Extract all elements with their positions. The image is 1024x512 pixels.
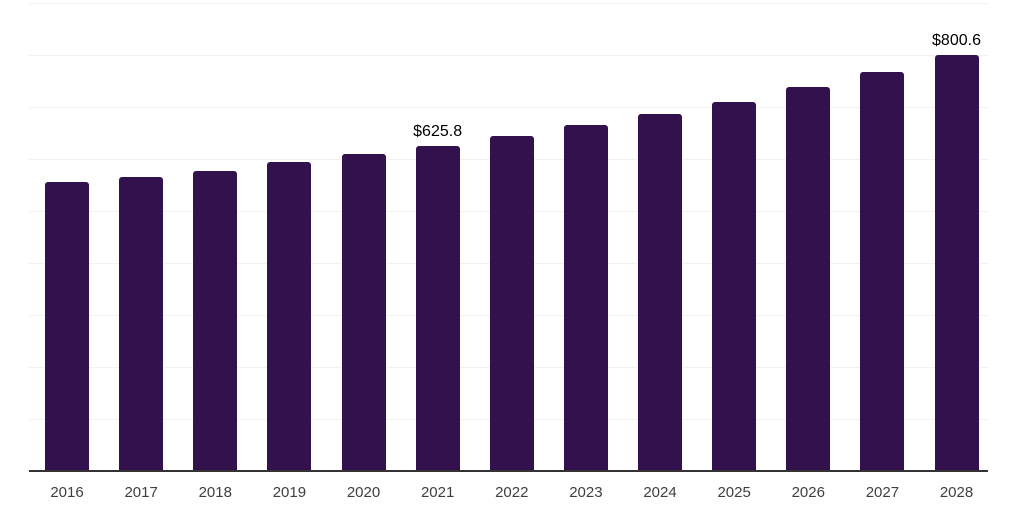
gridline-800 (29, 54, 988, 56)
bar-2028[interactable] (934, 54, 979, 471)
gridline-900 (29, 2, 988, 4)
bar-2017[interactable] (119, 176, 164, 471)
bar-2022[interactable] (489, 136, 534, 471)
x-tick-label-2025: 2025 (717, 484, 751, 501)
value-label-2028: $800.6 (932, 31, 981, 49)
x-tick-label-2016: 2016 (50, 484, 84, 501)
bar-2024[interactable] (638, 113, 682, 471)
x-tick-label-2027: 2027 (865, 484, 900, 501)
gridline-700 (29, 106, 988, 108)
plot-area: $625.8 $800.6 (29, 2, 988, 471)
x-tick-label-2020: 2020 (346, 484, 381, 501)
x-tick-label-2026: 2026 (791, 484, 825, 501)
x-axis-line (29, 470, 988, 472)
x-tick-label-2018: 2018 (198, 484, 232, 501)
x-tick-label-2023: 2023 (569, 484, 603, 501)
bar-2018[interactable] (193, 171, 238, 471)
bar-2019[interactable] (267, 162, 312, 471)
bar-2027[interactable] (860, 72, 905, 471)
bar-2016[interactable] (45, 181, 89, 471)
x-tick-label-2017: 2017 (124, 484, 158, 501)
x-tick-label-2022: 2022 (495, 484, 529, 501)
x-tick-label-2021: 2021 (420, 484, 455, 501)
x-tick-label-2019: 2019 (272, 484, 307, 501)
bar-2025[interactable] (712, 101, 757, 471)
bar-2023[interactable] (563, 124, 608, 471)
bar-2026[interactable] (786, 87, 831, 471)
bar-2020[interactable] (341, 153, 386, 471)
value-label-2021: $625.8 (413, 122, 463, 140)
x-tick-label-2028: 2028 (939, 484, 974, 501)
bar-2021[interactable] (415, 145, 460, 471)
x-tick-label-2024: 2024 (643, 484, 677, 501)
